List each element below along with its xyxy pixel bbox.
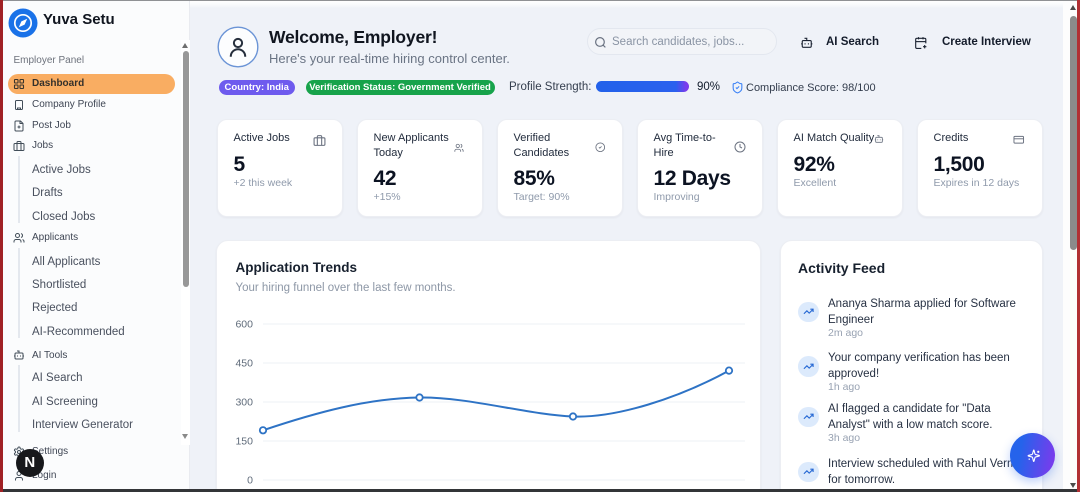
svg-text:450: 450: [235, 358, 253, 370]
svg-text:150: 150: [235, 436, 253, 448]
svg-text:0: 0: [247, 475, 253, 487]
svg-text:600: 600: [235, 319, 253, 331]
svg-text:300: 300: [235, 397, 253, 409]
